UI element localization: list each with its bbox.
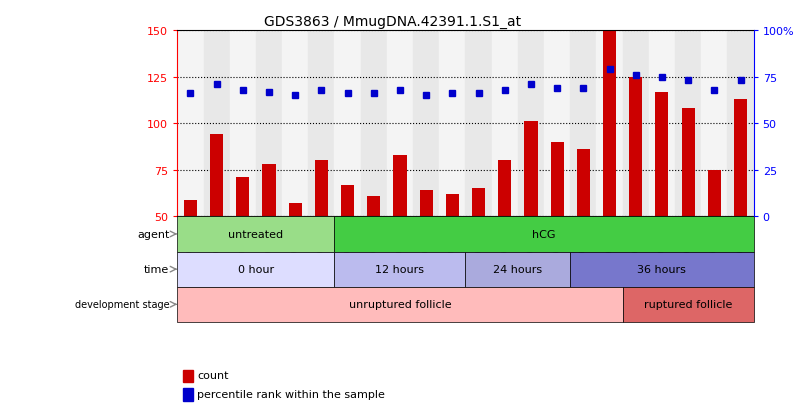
Bar [596,31,622,217]
Bar [308,31,334,217]
Bar [728,31,754,217]
Bar [210,135,223,217]
Text: GDS3863 / MmugDNA.42391.1.S1_at: GDS3863 / MmugDNA.42391.1.S1_at [264,14,521,28]
Bar [446,195,459,217]
Bar [361,31,387,217]
Bar [708,170,721,217]
Bar [230,31,256,217]
Bar [466,31,492,217]
Text: 36 hours: 36 hours [638,264,687,275]
Bar [571,252,754,287]
Bar [649,31,675,217]
Text: 12 hours: 12 hours [376,264,425,275]
Text: untreated: untreated [228,229,284,240]
Bar [341,185,354,217]
Bar [177,31,203,217]
Bar [334,31,361,217]
Bar [177,252,334,287]
Bar [420,191,433,217]
Text: count: count [197,370,229,380]
Bar [682,109,695,217]
Bar [184,200,197,217]
Bar [282,31,308,217]
Bar [544,31,571,217]
Bar [439,31,466,217]
Bar [183,388,193,401]
Bar [177,287,622,322]
Text: 0 hour: 0 hour [238,264,274,275]
Bar [368,197,380,217]
Bar [525,122,538,217]
Bar [701,31,728,217]
Text: ruptured follicle: ruptured follicle [644,299,733,310]
Bar [334,217,754,252]
Bar [177,217,334,252]
Text: agent: agent [137,229,169,240]
Bar [183,370,193,382]
Bar [629,77,642,217]
Bar [577,150,590,217]
Bar [550,142,563,217]
Bar [263,165,276,217]
Text: 24 hours: 24 hours [493,264,542,275]
Bar [518,31,544,217]
Bar [675,31,701,217]
Text: unruptured follicle: unruptured follicle [349,299,451,310]
Bar [571,31,596,217]
Bar [655,92,668,217]
Text: development stage: development stage [75,299,169,310]
Bar [498,161,511,217]
Bar [289,204,301,217]
Text: time: time [144,264,169,275]
Bar [203,31,230,217]
Bar [466,252,571,287]
Bar [622,31,649,217]
Bar [413,31,439,217]
Bar [334,252,466,287]
Bar [492,31,518,217]
Bar [315,161,328,217]
Bar [734,100,747,217]
Text: hCG: hCG [532,229,556,240]
Text: percentile rank within the sample: percentile rank within the sample [197,389,385,399]
Bar [393,156,406,217]
Bar [472,189,485,217]
Bar [236,178,249,217]
Bar [622,287,754,322]
Bar [256,31,282,217]
Bar [603,31,616,217]
Bar [387,31,413,217]
